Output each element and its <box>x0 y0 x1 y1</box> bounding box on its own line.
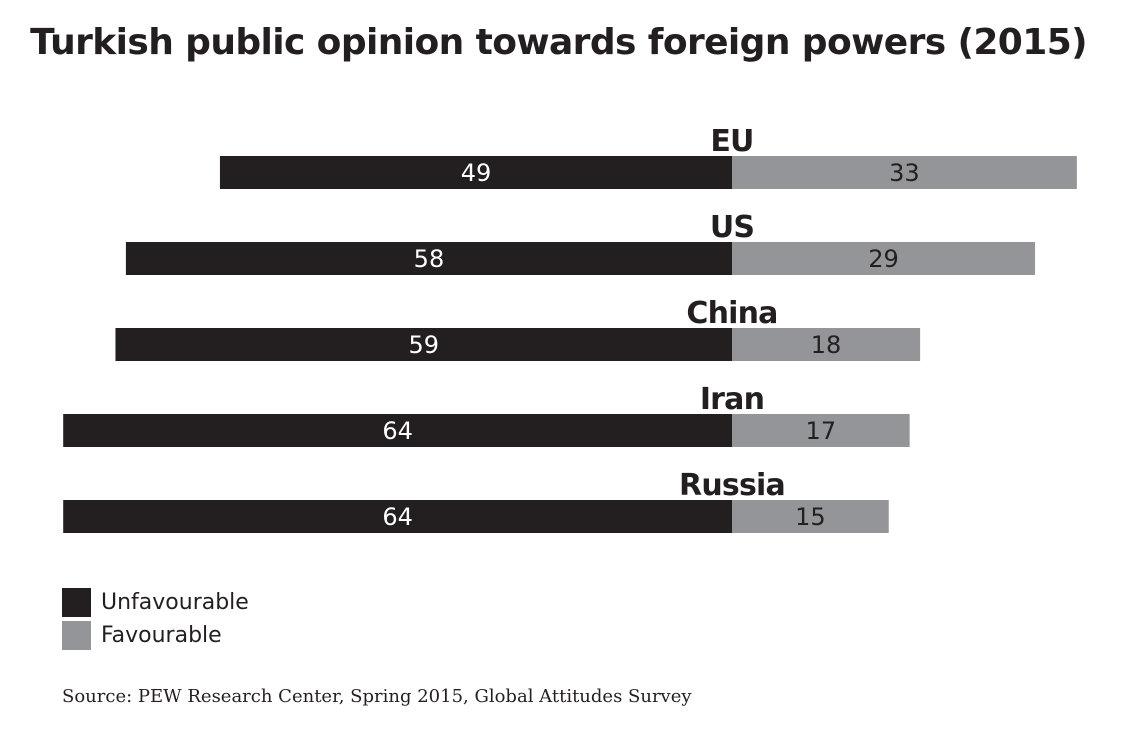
value-label-unfavourable-china: 59 <box>408 331 439 359</box>
legend: Unfavourable Favourable <box>62 586 249 652</box>
category-label-iran: Iran <box>700 382 764 417</box>
value-label-favourable-iran: 17 <box>806 417 837 445</box>
legend-label-favourable: Favourable <box>101 623 222 648</box>
value-label-favourable-us: 29 <box>868 245 899 273</box>
value-label-unfavourable-russia: 64 <box>382 503 413 531</box>
value-label-unfavourable-us: 58 <box>414 245 445 273</box>
value-label-favourable-eu: 33 <box>889 159 920 187</box>
legend-swatch-unfavourable <box>62 588 91 617</box>
value-label-unfavourable-eu: 49 <box>461 159 492 187</box>
category-label-us: US <box>710 210 754 245</box>
category-label-eu: EU <box>710 124 753 159</box>
legend-item-favourable: Favourable <box>62 619 249 651</box>
legend-swatch-favourable <box>62 621 91 650</box>
legend-item-unfavourable: Unfavourable <box>62 586 249 618</box>
value-label-unfavourable-iran: 64 <box>382 417 413 445</box>
source-note: Source: PEW Research Center, Spring 2015… <box>62 686 692 707</box>
legend-label-unfavourable: Unfavourable <box>101 590 249 615</box>
value-label-favourable-china: 18 <box>811 331 842 359</box>
value-label-favourable-russia: 15 <box>795 503 826 531</box>
category-label-china: China <box>686 296 777 331</box>
category-label-russia: Russia <box>679 468 785 503</box>
